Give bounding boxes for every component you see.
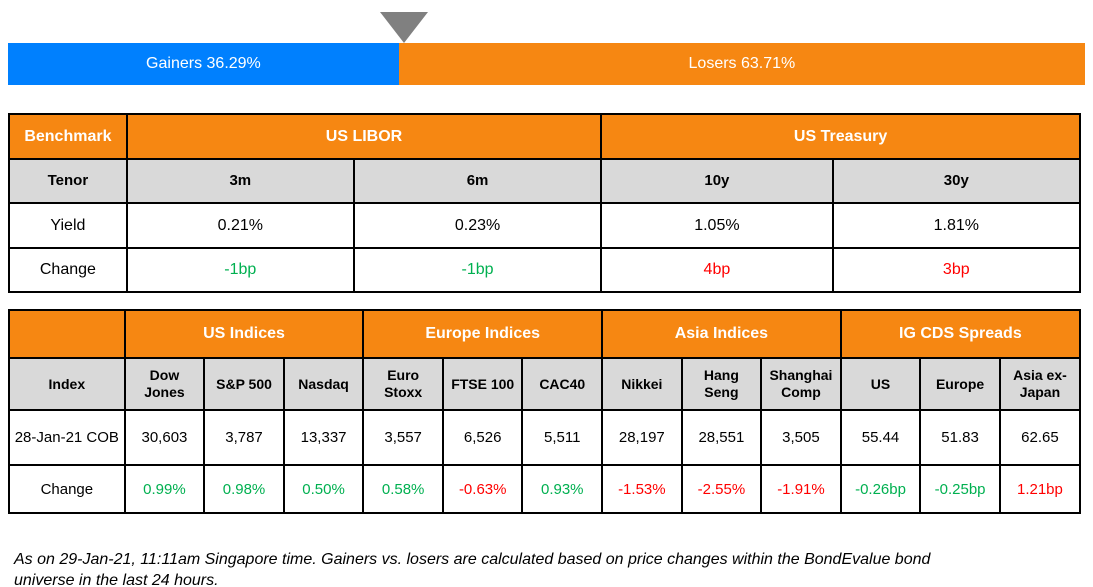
change-value: -1.53% xyxy=(601,464,683,514)
tenor-cell-3m: 3m xyxy=(125,158,355,204)
cob-value: 62.65 xyxy=(998,409,1082,466)
cob-value: 3,505 xyxy=(760,409,842,466)
benchmark-table: Benchmark US LIBOR US Treasury Tenor 3m … xyxy=(8,113,1082,293)
cob-value: 51.83 xyxy=(919,409,1001,466)
index-col-asia-ex-japan-cds: Asia ex-Japan xyxy=(998,357,1082,411)
tenor-cell-30y: 30y xyxy=(831,158,1082,204)
index-col-euro-stoxx: Euro Stoxx xyxy=(362,357,444,411)
tenor-cell-10y: 10y xyxy=(600,158,834,204)
change-value: 4bp xyxy=(600,247,834,293)
index-col-cac40: CAC40 xyxy=(521,357,604,411)
indices-change-row: Change 0.99% 0.98% 0.50% 0.58% -0.63% 0.… xyxy=(8,464,1082,514)
yield-value: 0.23% xyxy=(352,202,603,249)
cob-value: 6,526 xyxy=(441,409,524,466)
group-header-us-indices: US Indices xyxy=(123,309,365,359)
indices-corner-cell xyxy=(8,309,126,359)
indices-table: US Indices Europe Indices Asia Indices I… xyxy=(8,309,1082,514)
cob-value: 5,511 xyxy=(521,409,604,466)
gainers-losers-bar: Gainers 36.29% Losers 63.71% xyxy=(8,43,1085,85)
group-header-europe-indices: Europe Indices xyxy=(362,309,604,359)
cob-value: 3,787 xyxy=(203,409,285,466)
benchmark-header-row: Benchmark US LIBOR US Treasury xyxy=(8,113,1081,160)
tenor-cell-6m: 6m xyxy=(352,158,603,204)
gainers-label: Gainers 36.29% xyxy=(146,55,261,72)
cob-value: 30,603 xyxy=(123,409,206,466)
down-triangle-marker-icon xyxy=(380,12,428,43)
change-value: 0.93% xyxy=(521,464,604,514)
change-value: -0.63% xyxy=(441,464,524,514)
cob-value: 28,551 xyxy=(680,409,763,466)
yield-row-label: Yield xyxy=(8,202,128,249)
index-row-label: Index xyxy=(8,357,126,411)
change-row-label: Change xyxy=(8,464,126,514)
index-col-hang-seng: Hang Seng xyxy=(680,357,763,411)
index-col-europe-cds: Europe xyxy=(919,357,1001,411)
index-col-dow-jones: Dow Jones xyxy=(123,357,206,411)
change-value: -0.25bp xyxy=(919,464,1001,514)
gainers-segment: Gainers 36.29% xyxy=(8,43,399,85)
change-value: 1.21bp xyxy=(998,464,1082,514)
change-value: -1.91% xyxy=(760,464,842,514)
change-value: 0.58% xyxy=(362,464,444,514)
cob-row-label: 28-Jan-21 COB xyxy=(8,409,126,466)
cob-value: 13,337 xyxy=(282,409,365,466)
footnote: As on 29-Jan-21, 11:11am Singapore time.… xyxy=(14,551,931,587)
yield-value: 1.81% xyxy=(831,202,1082,249)
change-value: 3bp xyxy=(831,247,1082,293)
index-col-ftse-100: FTSE 100 xyxy=(441,357,524,411)
benchmark-corner-cell: Benchmark xyxy=(8,113,128,160)
change-row-label: Change xyxy=(8,247,128,293)
losers-label: Losers 63.71% xyxy=(688,55,796,72)
yield-value: 0.21% xyxy=(125,202,355,249)
index-col-shanghai-comp: Shanghai Comp xyxy=(760,357,842,411)
cob-row: 28-Jan-21 COB 30,603 3,787 13,337 3,557 … xyxy=(8,409,1082,466)
group-header-us-treasury: US Treasury xyxy=(600,113,1081,160)
index-col-us-cds: US xyxy=(839,357,922,411)
yield-row: Yield 0.21% 0.23% 1.05% 1.81% xyxy=(8,202,1082,249)
indices-header-row: US Indices Europe Indices Asia Indices I… xyxy=(8,309,1082,359)
index-col-nikkei: Nikkei xyxy=(601,357,683,411)
change-value: 0.98% xyxy=(203,464,285,514)
cob-value: 55.44 xyxy=(839,409,922,466)
benchmark-change-row: Change -1bp -1bp 4bp 3bp xyxy=(8,247,1082,293)
index-col-nasdaq: Nasdaq xyxy=(282,357,365,411)
change-value: 0.50% xyxy=(282,464,365,514)
tenor-row: Tenor 3m 6m 10y 30y xyxy=(8,158,1082,204)
change-value: -0.26bp xyxy=(839,464,922,514)
group-header-us-libor: US LIBOR xyxy=(125,113,603,160)
group-header-asia-indices: Asia Indices xyxy=(601,309,842,359)
cob-value: 3,557 xyxy=(362,409,444,466)
change-value: -1bp xyxy=(352,247,603,293)
group-header-ig-cds-spreads: IG CDS Spreads xyxy=(839,309,1082,359)
change-value: -1bp xyxy=(125,247,355,293)
change-value: 0.99% xyxy=(123,464,206,514)
change-value: -2.55% xyxy=(680,464,763,514)
yield-value: 1.05% xyxy=(600,202,834,249)
losers-segment: Losers 63.71% xyxy=(398,43,1085,85)
cob-value: 28,197 xyxy=(601,409,683,466)
index-col-sp500: S&P 500 xyxy=(203,357,285,411)
tenor-row-label: Tenor xyxy=(8,158,128,204)
index-name-row: Index Dow Jones S&P 500 Nasdaq Euro Stox… xyxy=(8,357,1082,411)
